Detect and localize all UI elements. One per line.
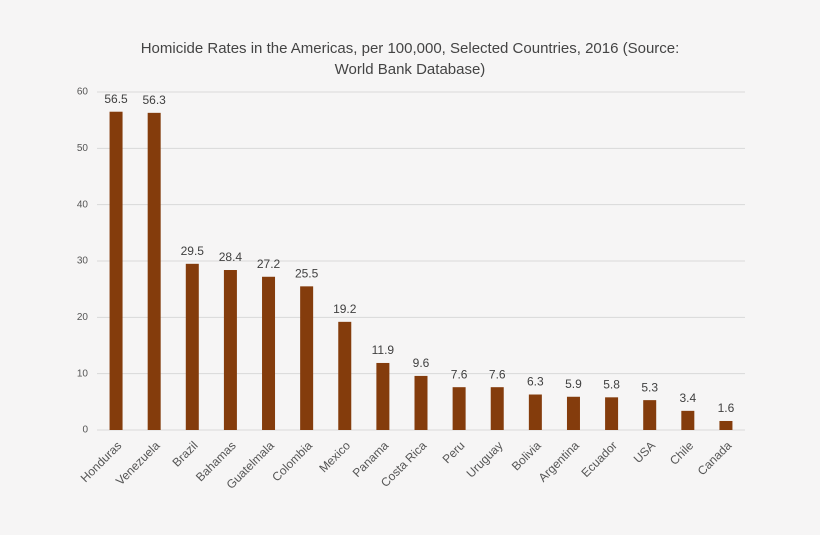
bar [338,321,352,430]
x-tick-label: Peru [440,438,468,466]
x-tick-label: Ecuador [578,438,620,480]
data-label: 3.4 [679,391,696,405]
x-tick-label: Uruguay [464,438,506,480]
bar [566,396,580,430]
data-label: 11.9 [372,343,395,357]
chart-title: Homicide Rates in the Americas, per 100,… [140,40,680,78]
x-tick-label: Mexico [316,438,353,475]
bar [681,410,695,430]
bar [300,286,314,430]
bar [719,420,733,430]
y-tick-label: 20 [77,312,89,323]
data-label: 9.6 [413,356,430,370]
data-label: 27.2 [257,257,281,271]
data-label: 5.3 [641,380,658,394]
y-tick-label: 10 [77,368,89,379]
y-tick-label: 40 [77,199,89,210]
x-tick-label: Brazil [170,438,201,469]
bar [109,111,123,430]
bar [223,270,237,430]
data-label: 5.9 [565,377,582,391]
bar [262,276,276,430]
data-label: 28.4 [219,250,243,264]
y-tick-label: 50 [77,143,89,154]
bar [605,397,619,430]
data-label: 6.3 [527,375,544,389]
x-tick-label: USA [631,438,658,465]
bar [528,394,542,430]
data-label: 29.5 [181,244,205,258]
x-tick-label: Chile [667,438,696,467]
y-tick-label: 30 [77,256,89,267]
x-tick-label: Bolivia [509,438,544,473]
y-tick-label: 0 [82,425,88,436]
data-label: 7.6 [451,367,468,381]
x-tick-label: Canada [695,438,735,478]
data-label: 1.6 [718,401,735,415]
bar [414,375,428,430]
x-tick-label: Argentina [536,438,582,484]
bar [490,387,504,430]
data-label: 7.6 [489,367,506,381]
data-label: 5.8 [603,377,620,391]
data-label: 25.5 [295,267,319,281]
bar [376,362,390,430]
bar [185,263,199,430]
data-label: 56.3 [142,93,166,107]
bar [452,387,466,430]
data-label: 56.5 [104,92,128,106]
y-tick-label: 60 [77,87,89,98]
bar [147,112,161,431]
data-label: 19.2 [333,302,357,316]
bar [643,400,657,430]
x-tick-label: Colombia [269,438,315,484]
